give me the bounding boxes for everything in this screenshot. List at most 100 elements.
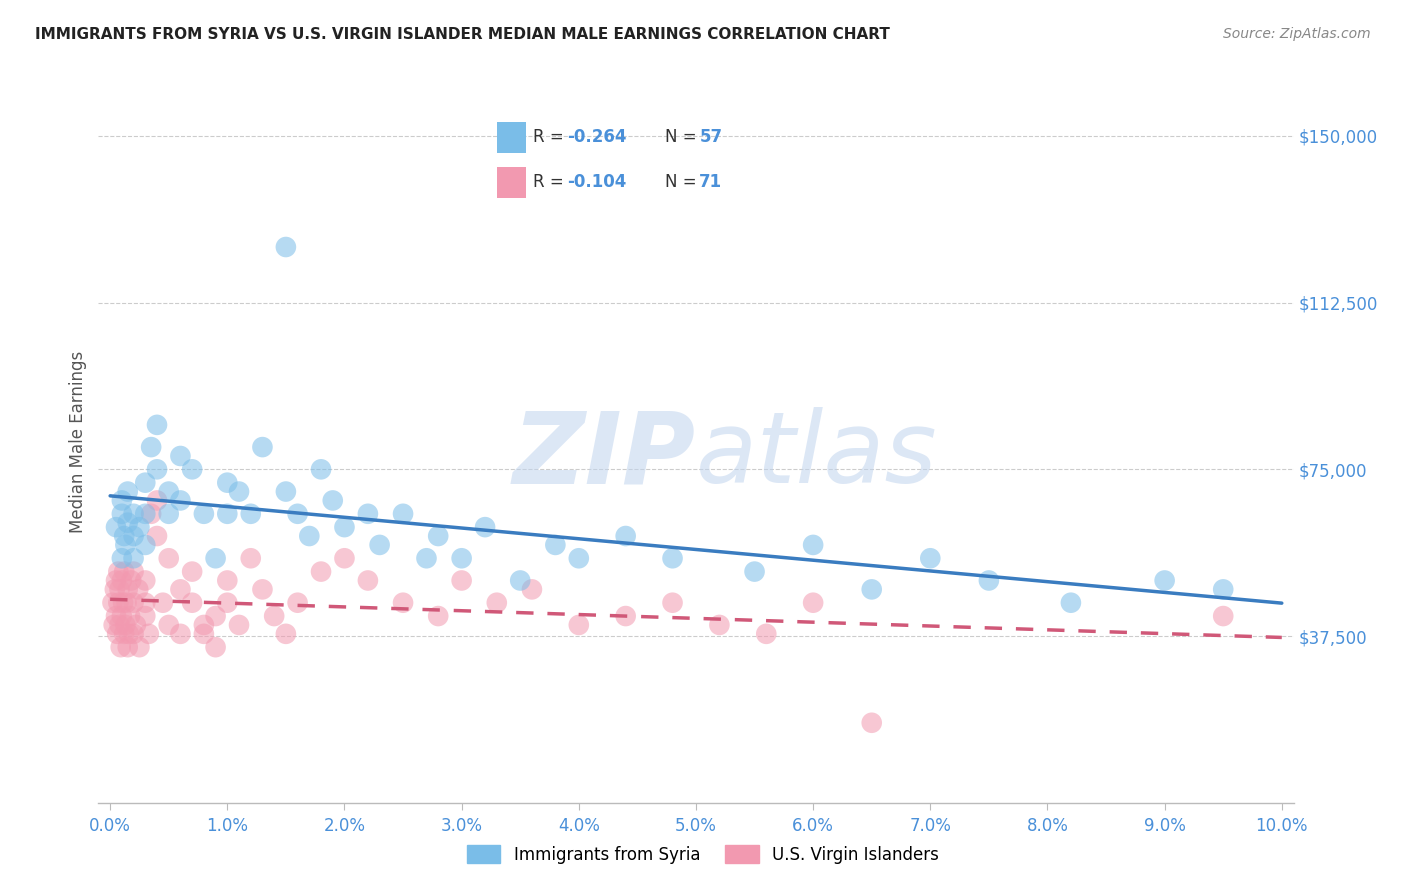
Point xyxy=(520,582,543,597)
Point xyxy=(181,596,204,610)
Point xyxy=(252,440,274,454)
Point xyxy=(228,484,250,499)
Point xyxy=(217,574,239,588)
Point xyxy=(114,618,136,632)
Point xyxy=(204,551,226,566)
Point xyxy=(110,640,132,655)
Point xyxy=(105,520,128,534)
Point xyxy=(120,609,141,624)
Point xyxy=(134,574,156,588)
Point xyxy=(217,475,239,490)
Point xyxy=(101,596,124,610)
Point xyxy=(128,640,150,655)
Point xyxy=(368,538,391,552)
Point xyxy=(105,627,128,641)
Point xyxy=(204,609,226,624)
Point xyxy=(134,609,156,624)
Point xyxy=(152,596,174,610)
Point xyxy=(217,507,239,521)
Point xyxy=(141,507,163,521)
Point xyxy=(115,596,138,610)
Point xyxy=(117,582,139,597)
Point xyxy=(112,627,135,641)
Point xyxy=(125,618,148,632)
Legend: Immigrants from Syria, U.S. Virgin Islanders: Immigrants from Syria, U.S. Virgin Islan… xyxy=(461,838,945,871)
Point xyxy=(661,596,683,610)
Point xyxy=(568,618,591,632)
Point xyxy=(134,507,156,521)
Point xyxy=(128,520,150,534)
Point xyxy=(122,565,145,579)
Point xyxy=(134,475,156,490)
Point xyxy=(217,596,239,610)
Point xyxy=(860,715,883,730)
Point xyxy=(111,574,134,588)
Point xyxy=(111,507,134,521)
Point xyxy=(134,538,156,552)
Point xyxy=(450,551,472,566)
Point xyxy=(392,507,415,521)
Point xyxy=(108,618,131,632)
Point xyxy=(755,627,778,641)
Point xyxy=(157,551,180,566)
Point xyxy=(860,582,883,597)
Point xyxy=(193,618,215,632)
Point xyxy=(105,609,128,624)
Point xyxy=(415,551,437,566)
Y-axis label: Median Male Earnings: Median Male Earnings xyxy=(69,351,87,533)
Point xyxy=(117,484,139,499)
Point xyxy=(146,493,169,508)
Point xyxy=(122,551,145,566)
Point xyxy=(169,493,191,508)
Point xyxy=(309,462,332,476)
Point xyxy=(114,538,136,552)
Point xyxy=(118,627,141,641)
Point xyxy=(287,596,309,610)
Point xyxy=(252,582,274,597)
Point xyxy=(108,582,131,597)
Point xyxy=(274,240,297,254)
Point xyxy=(107,565,129,579)
Point xyxy=(661,551,683,566)
Point xyxy=(509,574,531,588)
Point xyxy=(801,538,824,552)
Point xyxy=(322,493,344,508)
Point xyxy=(112,565,135,579)
Point xyxy=(157,507,180,521)
Point xyxy=(122,529,145,543)
Point xyxy=(287,507,309,521)
Point xyxy=(614,529,637,543)
Point xyxy=(427,529,450,543)
Point xyxy=(120,574,142,588)
Point xyxy=(122,507,145,521)
Point xyxy=(112,596,135,610)
Point xyxy=(204,640,226,655)
Point xyxy=(744,565,766,579)
Point xyxy=(146,417,169,432)
Point xyxy=(709,618,731,632)
Point xyxy=(977,574,1000,588)
Point xyxy=(157,484,180,499)
Text: atlas: atlas xyxy=(696,408,938,505)
Point xyxy=(107,596,129,610)
Point xyxy=(169,449,191,463)
Point xyxy=(134,596,156,610)
Point xyxy=(193,507,215,521)
Point xyxy=(333,520,356,534)
Point xyxy=(485,596,508,610)
Point xyxy=(111,551,134,566)
Point xyxy=(1212,609,1234,624)
Point xyxy=(357,507,380,521)
Point xyxy=(614,609,637,624)
Point xyxy=(138,627,160,641)
Point xyxy=(450,574,472,588)
Point xyxy=(427,609,450,624)
Point xyxy=(157,618,180,632)
Point xyxy=(568,551,591,566)
Text: ZIP: ZIP xyxy=(513,408,696,505)
Point xyxy=(122,627,145,641)
Point xyxy=(274,627,297,641)
Point xyxy=(105,574,128,588)
Point xyxy=(1212,582,1234,597)
Point xyxy=(122,596,145,610)
